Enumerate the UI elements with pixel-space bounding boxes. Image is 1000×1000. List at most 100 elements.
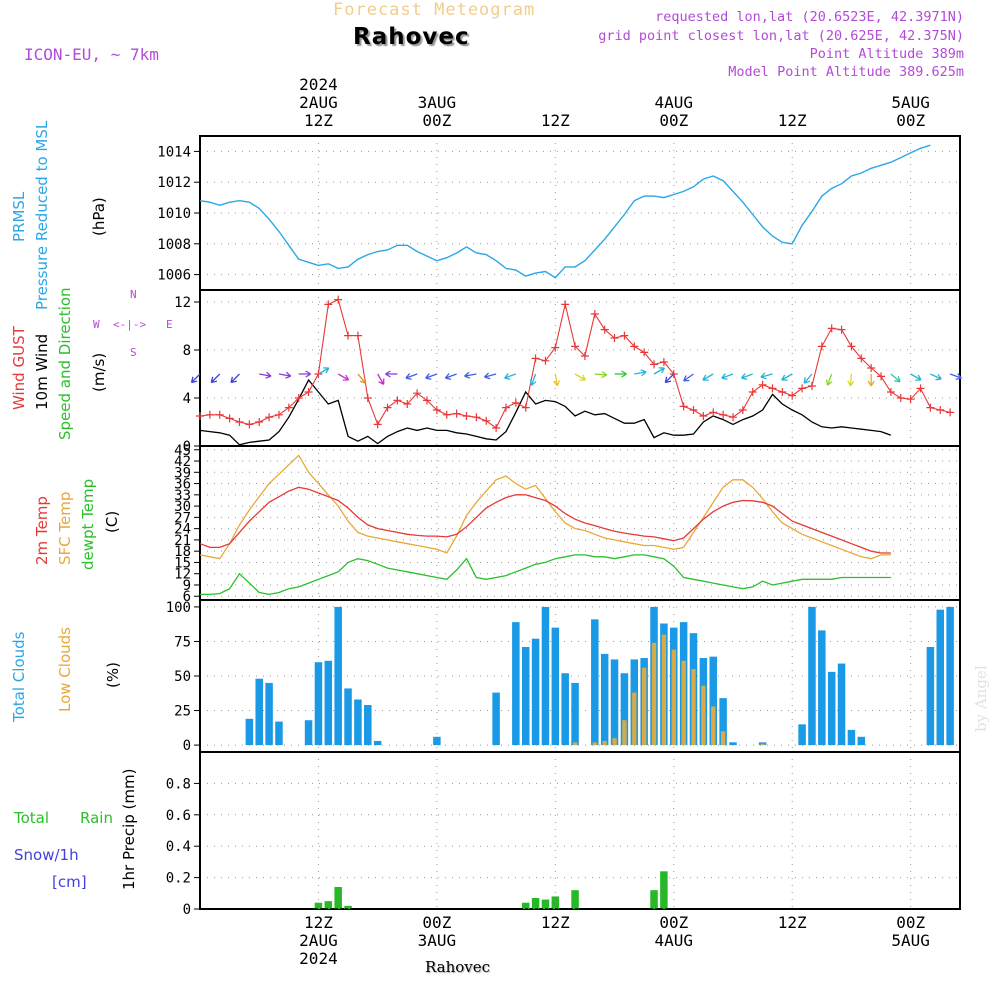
gust-marker bbox=[235, 418, 244, 426]
wind-ytick-label: 12 bbox=[174, 295, 191, 311]
wind-10m-label: 10m Wind bbox=[33, 333, 51, 410]
precip-total-label: Total bbox=[14, 809, 50, 827]
compass-arrows: <-|-> bbox=[113, 318, 147, 331]
precip-bar bbox=[314, 902, 323, 909]
top-time-label: 3AUG bbox=[418, 93, 457, 112]
gust-marker bbox=[472, 413, 481, 422]
wind-speed-dir-label: Speed and Direction bbox=[56, 287, 74, 440]
wind-direction-arrow bbox=[210, 373, 221, 384]
total-cloud-bar bbox=[847, 729, 856, 746]
top-time-label: 00Z bbox=[896, 111, 925, 130]
gust-marker bbox=[373, 420, 382, 429]
gust-marker bbox=[403, 400, 412, 408]
gust-marker bbox=[255, 418, 264, 426]
location-title: Rahovec bbox=[353, 24, 470, 50]
precip-snow-label: Snow/1h bbox=[14, 846, 79, 864]
wind-direction-arrow bbox=[385, 370, 398, 378]
top-time-label: 12Z bbox=[541, 111, 570, 130]
gust-marker bbox=[650, 360, 659, 369]
total-cloud-bar bbox=[433, 736, 441, 746]
wind-direction-arrow bbox=[949, 373, 962, 380]
top-time-label: 2024 bbox=[299, 75, 338, 94]
total-cloud-bar bbox=[719, 698, 727, 746]
low-cloud-bar bbox=[612, 738, 617, 746]
total-cloud-bar bbox=[561, 673, 569, 746]
precip-ytick-label: 0.8 bbox=[166, 776, 191, 792]
wind-unit-label: (m/s) bbox=[90, 352, 108, 392]
precip-bar bbox=[571, 890, 579, 909]
precip-frame bbox=[199, 751, 961, 910]
gust-marker bbox=[817, 342, 826, 351]
dewpt-line bbox=[200, 554, 891, 596]
low-cloud-bar bbox=[661, 634, 667, 746]
wind-direction-arrow bbox=[803, 373, 813, 384]
total-cloud-bar bbox=[571, 682, 579, 746]
bottom-time-label: 00Z bbox=[896, 913, 925, 932]
wind-direction-arrow bbox=[405, 373, 418, 380]
wind-direction-arrow bbox=[529, 373, 537, 386]
gust-marker bbox=[531, 354, 540, 363]
gust-marker bbox=[600, 325, 609, 334]
temperature-ytick-label: 30 bbox=[174, 499, 191, 515]
gust-marker bbox=[363, 394, 372, 402]
total-cloud-bar bbox=[857, 736, 866, 746]
temperature-ytick-label: 18 bbox=[174, 544, 191, 560]
pressure-unit-label: (hPa) bbox=[90, 197, 108, 236]
gust-marker bbox=[274, 410, 283, 419]
pressure-label-prmsl: PRMSL bbox=[10, 191, 28, 242]
requested-coords: requested lon,lat (20.6523E, 42.3971N) bbox=[655, 9, 964, 25]
gust-marker bbox=[659, 358, 668, 366]
pressure-ytick-label: 1010 bbox=[157, 206, 191, 222]
pressure-ytick-label: 1012 bbox=[157, 175, 191, 191]
top-time-label: 00Z bbox=[422, 111, 451, 130]
low-cloud-bar bbox=[592, 742, 597, 746]
total-cloud-bar bbox=[541, 606, 550, 746]
bottom-time-label: 00Z bbox=[659, 913, 688, 932]
gust-marker bbox=[886, 388, 895, 396]
compass-w: W bbox=[93, 318, 100, 331]
model-label: ICON-EU, ~ 7km bbox=[24, 45, 159, 64]
clouds-ytick-label: 50 bbox=[174, 669, 191, 685]
total-cloud-bar bbox=[245, 718, 254, 746]
gust-marker bbox=[442, 410, 451, 419]
gust-marker bbox=[205, 410, 214, 419]
wind-direction-arrow bbox=[357, 373, 367, 384]
gust-marker bbox=[432, 406, 441, 414]
wind-direction-arrow bbox=[259, 371, 272, 379]
low-cloud-bar bbox=[760, 743, 765, 746]
gust-marker bbox=[353, 331, 362, 340]
top-time-label: 4AUG bbox=[655, 93, 694, 112]
total-cloud-bar bbox=[827, 671, 836, 746]
total-cloud-bar bbox=[314, 662, 323, 746]
temperature-ytick-label: 39 bbox=[174, 465, 191, 481]
gust-marker bbox=[689, 406, 698, 414]
gust-marker bbox=[324, 300, 333, 309]
wind-ytick-label: 8 bbox=[183, 343, 191, 359]
total-cloud-bar bbox=[729, 742, 737, 746]
meteogram-title: Forecast Meteogram bbox=[333, 0, 536, 20]
gust-marker bbox=[916, 384, 925, 393]
gust-marker bbox=[196, 412, 204, 420]
temp-2m-label: 2m Temp bbox=[33, 496, 51, 565]
gust-marker bbox=[571, 342, 580, 351]
precip-bar bbox=[551, 896, 560, 909]
bottom-time-label: 3AUG bbox=[418, 931, 457, 950]
compass-s: S bbox=[130, 346, 137, 359]
gust-marker bbox=[225, 414, 234, 423]
precip-bar bbox=[334, 887, 342, 909]
total-cloud-bar bbox=[334, 606, 342, 746]
gust-marker bbox=[699, 412, 708, 420]
bottom-time-label: 12Z bbox=[778, 913, 807, 932]
precip-bar bbox=[344, 905, 352, 909]
pressure-label-desc: Pressure Reduced to MSL bbox=[33, 120, 51, 310]
total-cloud-bar bbox=[373, 740, 382, 746]
wind-direction-arrow bbox=[377, 373, 385, 385]
gust-marker bbox=[807, 382, 816, 390]
total-cloud-bar bbox=[304, 720, 313, 746]
gust-marker bbox=[837, 325, 846, 334]
temp-unit-label: (C) bbox=[103, 510, 121, 533]
wind-direction-arrow bbox=[425, 373, 438, 380]
bottom-time-label: 5AUG bbox=[891, 931, 930, 950]
total-cloud-bar bbox=[936, 609, 945, 746]
clouds-frame bbox=[199, 599, 961, 753]
